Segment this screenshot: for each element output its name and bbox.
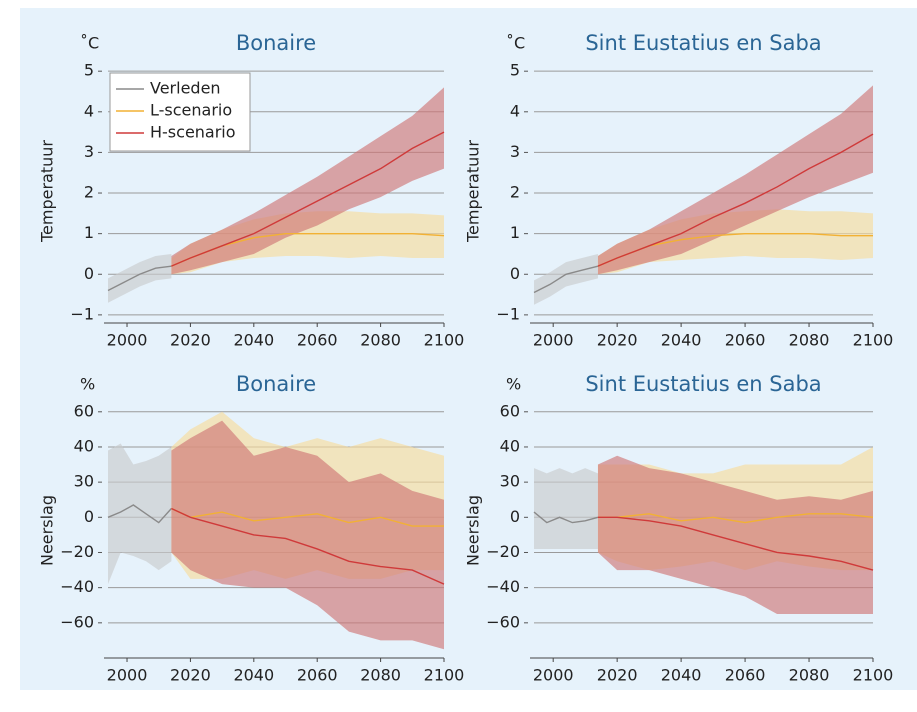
unit-label: %: [506, 375, 521, 394]
x-tick-label: 2080: [360, 331, 401, 350]
series-line: [107, 504, 172, 524]
x-tick-label: 2000: [107, 331, 148, 350]
legend: [109, 72, 251, 152]
y-tick-label: −1: [70, 304, 94, 323]
legend-label: L-scenario: [150, 101, 232, 120]
x-tick-label: 2020: [170, 666, 211, 685]
uncertainty-band: [108, 253, 172, 303]
y-tick-label: 0: [84, 264, 94, 283]
y-tick-label: −60: [486, 612, 520, 631]
x-tick-label: 2040: [661, 331, 702, 350]
chart-title: Sint Eustatius en Saba: [585, 31, 821, 55]
y-tick-label: −1: [496, 304, 520, 323]
uncertainty-band: [534, 253, 598, 305]
x-tick-label: 2080: [789, 331, 830, 350]
uncertainty-band: [534, 468, 598, 549]
y-tick-label: 4: [84, 101, 94, 120]
chart-title: Bonaire: [236, 372, 316, 396]
y-tick-label: −20: [486, 542, 520, 561]
y-tick-label: 5: [84, 61, 94, 80]
x-tick-label: 2060: [297, 331, 338, 350]
x-tick-label: 2060: [725, 666, 766, 685]
y-tick-label: 3: [84, 142, 94, 161]
x-tick-label: 2040: [661, 666, 702, 685]
y-tick-label: −20: [60, 542, 94, 561]
y-tick-label: 1: [510, 223, 520, 242]
x-tick-label: 2020: [597, 666, 638, 685]
y-tick-label: 0: [84, 507, 94, 526]
series-line: [107, 265, 172, 292]
y-tick-label: 0: [510, 264, 520, 283]
x-tick-label: 2100: [853, 666, 894, 685]
x-tick-label: 2080: [789, 666, 830, 685]
y-tick-label: 1: [84, 223, 94, 242]
y-tick-label: −40: [486, 577, 520, 596]
x-tick-label: 2020: [170, 331, 211, 350]
y-tick-label: 0: [510, 507, 520, 526]
series-line: [533, 511, 599, 524]
y-tick-label: 60: [500, 401, 520, 420]
uncertainty-band: [108, 443, 172, 585]
series-line: [171, 507, 444, 527]
legend-label: Verleden: [150, 79, 221, 98]
uncertainty-band: [597, 85, 873, 275]
y-tick-label: −40: [60, 577, 94, 596]
y-tick-label: 2: [84, 183, 94, 202]
y-tick-label: 60: [74, 401, 94, 420]
y-axis-label: Temperatuur: [38, 140, 57, 243]
chart-title: Bonaire: [236, 31, 316, 55]
y-tick-label: 4: [510, 101, 520, 120]
x-tick-label: 2060: [725, 331, 766, 350]
y-axis-label: Temperatuur: [464, 140, 483, 243]
unit-label: ˚C: [506, 34, 525, 53]
x-tick-label: 2100: [424, 666, 465, 685]
y-axis-label: Neerslag: [38, 495, 57, 566]
y-tick-label: 40: [74, 436, 94, 455]
uncertainty-band: [171, 87, 444, 275]
y-tick-label: 30: [74, 472, 94, 491]
y-tick-label: 40: [500, 436, 520, 455]
unit-label: %: [80, 375, 95, 394]
x-tick-label: 2020: [597, 331, 638, 350]
series-line: [597, 133, 874, 267]
series-line: [533, 265, 599, 294]
uncertainty-band: [171, 420, 444, 650]
x-tick-label: 2040: [233, 666, 274, 685]
series-line: [171, 507, 445, 585]
x-tick-label: 2040: [233, 331, 274, 350]
x-tick-label: 2000: [533, 331, 574, 350]
series-line: [597, 516, 874, 571]
y-tick-label: −60: [60, 612, 94, 631]
series-line: [597, 513, 874, 524]
x-tick-label: 2100: [424, 331, 465, 350]
x-tick-label: 2100: [853, 331, 894, 350]
y-tick-label: 30: [500, 472, 520, 491]
x-tick-label: 2000: [107, 666, 148, 685]
y-axis-label: Neerslag: [464, 495, 483, 566]
x-tick-label: 2060: [297, 666, 338, 685]
y-tick-label: 2: [510, 183, 520, 202]
y-tick-label: 3: [510, 142, 520, 161]
unit-label: ˚C: [80, 34, 99, 53]
uncertainty-band: [597, 455, 873, 615]
legend-label: H-scenario: [150, 123, 236, 142]
x-tick-label: 2000: [533, 666, 574, 685]
y-tick-label: 5: [510, 61, 520, 80]
chart-title: Sint Eustatius en Saba: [585, 372, 821, 396]
series-line: [171, 131, 445, 267]
x-tick-label: 2080: [360, 666, 401, 685]
